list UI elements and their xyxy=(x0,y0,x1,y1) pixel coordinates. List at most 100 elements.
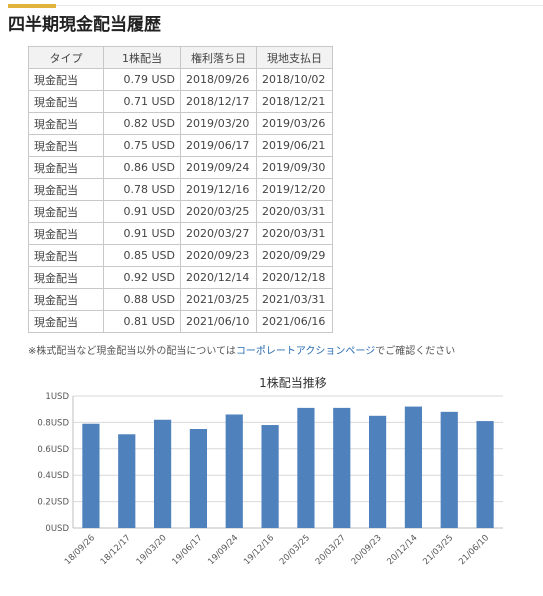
y-tick-label: 0.2USD xyxy=(37,498,69,508)
table-body: 現金配当 0.79 USD 2018/09/26 2018/10/02 現金配当 0.71… xyxy=(28,68,333,333)
cell-ex-date: 2019/09/24 xyxy=(180,156,257,179)
cell-ex-date: 2018/09/26 xyxy=(180,68,257,91)
cell-amount: 0.88 USD xyxy=(103,288,181,311)
table-row: 現金配当 0.92 USD 2020/12/14 2020/12/18 xyxy=(28,266,333,289)
x-tick-label: 20/03/27 xyxy=(314,533,348,567)
chart-bar xyxy=(297,407,315,528)
cell-pay-date: 2019/09/30 xyxy=(256,156,333,179)
cell-type: 現金配当 xyxy=(28,310,104,333)
cell-type: 現金配当 xyxy=(28,222,104,245)
x-tick-label: 19/06/17 xyxy=(170,533,204,567)
cell-type: 現金配当 xyxy=(28,68,104,91)
chart-bar xyxy=(440,411,458,528)
cell-pay-date: 2018/10/02 xyxy=(256,68,333,91)
cell-pay-date: 2019/12/20 xyxy=(256,178,333,201)
column-header-ex-date: 権利落ち日 xyxy=(180,46,257,69)
table-row: 現金配当 0.91 USD 2020/03/25 2020/03/31 xyxy=(28,200,333,223)
x-tick-label: 19/12/16 xyxy=(242,533,276,567)
cell-ex-date: 2019/12/16 xyxy=(180,178,257,201)
y-tick-label: 0.8USD xyxy=(37,418,69,428)
y-tick-label: 0USD xyxy=(45,524,69,534)
cell-pay-date: 2019/03/26 xyxy=(256,112,333,135)
note-suffix: でご確認ください xyxy=(375,346,456,357)
table-row: 現金配当 0.86 USD 2019/09/24 2019/09/30 xyxy=(28,156,333,179)
x-tick-label: 21/06/10 xyxy=(457,533,491,567)
cell-amount: 0.79 USD xyxy=(103,68,181,91)
dividend-history-table: タイプ 1株配当 権利落ち日 現地支払日 現金配当 0.79 USD 2018/09… xyxy=(28,46,333,333)
cell-ex-date: 2020/03/27 xyxy=(180,222,257,245)
section-title: 四半期現金配当履歴 xyxy=(8,15,161,35)
chart-bar xyxy=(333,407,351,528)
cell-ex-date: 2020/09/23 xyxy=(180,244,257,267)
table-row: 現金配当 0.88 USD 2021/03/25 2021/03/31 xyxy=(28,288,333,311)
x-tick-label: 18/09/26 xyxy=(63,533,97,567)
y-tick-label: 0.6USD xyxy=(37,445,69,455)
cell-pay-date: 2018/12/21 xyxy=(256,90,333,113)
table-row: 現金配当 0.82 USD 2019/03/20 2019/03/26 xyxy=(28,112,333,135)
section-title-rule xyxy=(56,5,543,6)
chart-bar xyxy=(225,414,243,528)
column-header-amount: 1株配当 xyxy=(103,46,181,69)
chart-bar xyxy=(476,421,494,528)
table-row: 現金配当 0.78 USD 2019/12/16 2019/12/20 xyxy=(28,178,333,201)
cell-amount: 0.91 USD xyxy=(103,222,181,245)
cell-type: 現金配当 xyxy=(28,90,104,113)
cell-pay-date: 2021/03/31 xyxy=(256,288,333,311)
chart-bar xyxy=(153,419,172,528)
x-tick-label: 19/03/20 xyxy=(135,533,169,567)
note-prefix: ※株式配当など現金配当以外の配当については xyxy=(28,346,236,357)
cell-ex-date: 2020/12/14 xyxy=(180,266,257,289)
x-tick-label: 19/09/24 xyxy=(206,533,240,567)
chart-bar xyxy=(404,406,423,528)
x-tick-label: 20/03/25 xyxy=(278,533,312,567)
section-title-accent xyxy=(8,4,56,8)
table-row: 現金配当 0.91 USD 2020/03/27 2020/03/31 xyxy=(28,222,333,245)
cell-ex-date: 2018/12/17 xyxy=(180,90,257,113)
column-header-type: タイプ xyxy=(28,46,104,69)
cell-type: 現金配当 xyxy=(28,134,104,157)
chart-bar xyxy=(189,429,208,528)
chart-title: 1株配当推移 xyxy=(259,375,327,390)
dividend-trend-chart: 1株配当推移 0USD 0.2USD 0.4USD 0.6USD 0.8USD 1USD 18… xyxy=(37,375,503,567)
cell-pay-date: 2021/06/16 xyxy=(256,310,333,333)
cell-amount: 0.86 USD xyxy=(103,156,181,179)
table-row: 現金配当 0.71 USD 2018/12/17 2018/12/21 xyxy=(28,90,333,113)
corporate-action-link[interactable]: コーポレートアクションページ xyxy=(235,346,376,357)
cell-ex-date: 2020/03/25 xyxy=(180,200,257,223)
chart-bar xyxy=(82,423,100,528)
cell-amount: 0.82 USD xyxy=(103,112,181,135)
chart-bar xyxy=(118,434,136,528)
cell-pay-date: 2020/03/31 xyxy=(256,200,333,223)
x-tick-label: 21/03/25 xyxy=(421,533,455,567)
table-row: 現金配当 0.75 USD 2019/06/17 2019/06/21 xyxy=(28,134,333,157)
table-row: 現金配当 0.79 USD 2018/09/26 2018/10/02 xyxy=(28,68,333,91)
y-tick-label: 1USD xyxy=(45,392,69,402)
cell-amount: 0.78 USD xyxy=(103,178,181,201)
cell-type: 現金配当 xyxy=(28,244,104,267)
cell-type: 現金配当 xyxy=(28,112,104,135)
chart-bar xyxy=(261,425,279,528)
cell-amount: 0.92 USD xyxy=(103,266,181,289)
cell-ex-date: 2021/06/10 xyxy=(180,310,257,333)
cell-pay-date: 2020/12/18 xyxy=(256,266,333,289)
table-header-row: タイプ 1株配当 権利落ち日 現地支払日 xyxy=(28,46,333,69)
cell-amount: 0.91 USD xyxy=(103,200,181,223)
cell-type: 現金配当 xyxy=(28,266,104,289)
column-header-pay-date: 現地支払日 xyxy=(256,46,333,69)
cell-amount: 0.71 USD xyxy=(103,90,181,113)
cell-pay-date: 2020/09/29 xyxy=(256,244,333,267)
chart-bar xyxy=(368,415,387,528)
cell-type: 現金配当 xyxy=(28,288,104,311)
table-row: 現金配当 0.81 USD 2021/06/10 2021/06/16 xyxy=(28,310,333,333)
cell-ex-date: 2019/03/20 xyxy=(180,112,257,135)
cell-amount: 0.85 USD xyxy=(103,244,181,267)
cell-ex-date: 2021/03/25 xyxy=(180,288,257,311)
cell-amount: 0.75 USD xyxy=(103,134,181,157)
cell-ex-date: 2019/06/17 xyxy=(180,134,257,157)
dividend-note: ※株式配当など現金配当以外の配当についてはコーポレートアクションページでご確認く… xyxy=(28,342,455,357)
y-tick-label: 0.4USD xyxy=(37,471,69,481)
cell-type: 現金配当 xyxy=(28,200,104,223)
cell-type: 現金配当 xyxy=(28,178,104,201)
cell-pay-date: 2020/03/31 xyxy=(256,222,333,245)
x-tick-label: 20/12/14 xyxy=(385,533,419,567)
